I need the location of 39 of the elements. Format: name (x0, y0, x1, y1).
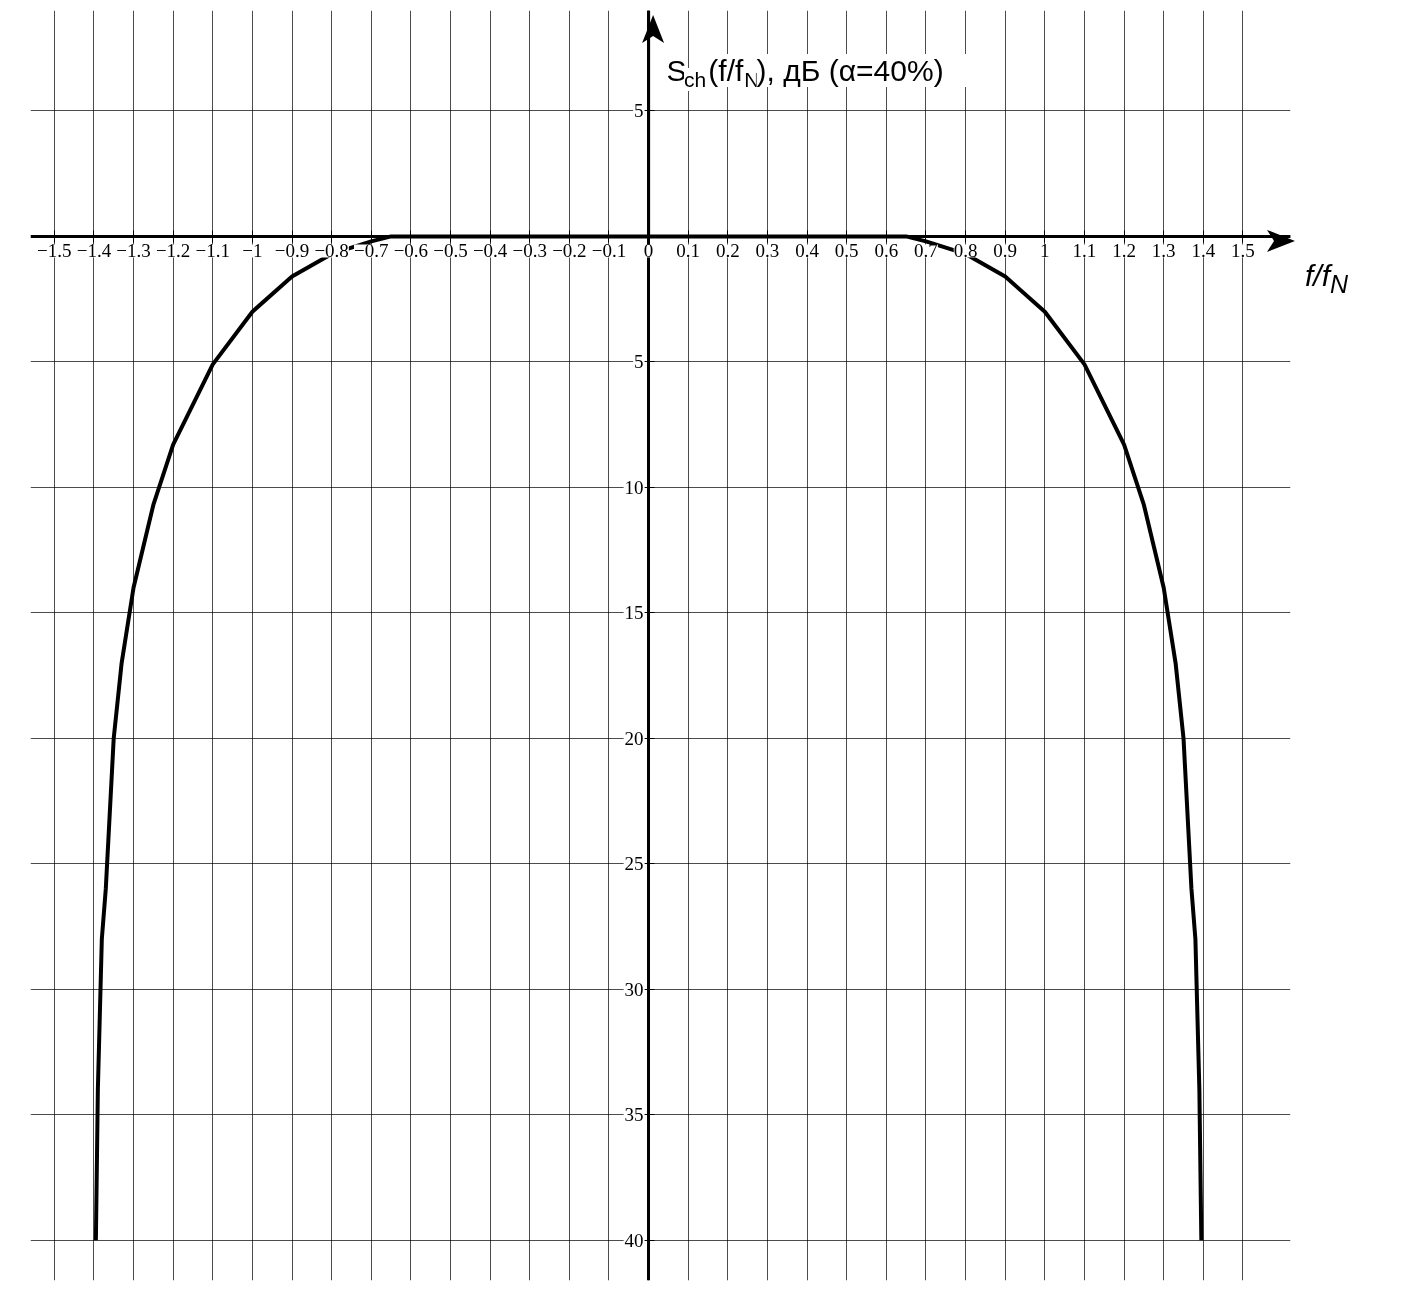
y-tick-label: 25 (624, 853, 644, 875)
x-tick-label: −1.2 (155, 240, 191, 262)
x-tick-label: 0.2 (715, 240, 740, 262)
x-tick-label: −1.3 (116, 240, 151, 262)
x-tick-label: −1.4 (76, 240, 112, 262)
y-tick-label: 5 (634, 351, 644, 373)
y-tick-label: 10 (624, 476, 644, 498)
x-tick-label: 0.6 (874, 240, 899, 262)
x-tick-label: −0.6 (393, 240, 429, 262)
x-tick-label: −1.1 (195, 240, 230, 262)
x-tick-label: 1.2 (1112, 240, 1136, 262)
x-tick-label: −0.5 (433, 240, 468, 262)
x-tick-label: 0.9 (993, 240, 1018, 262)
x-tick-label: 0 (643, 240, 654, 262)
x-tick-label: 1 (1040, 240, 1050, 262)
x-tick-label: 0.4 (795, 240, 820, 262)
x-tick-label: −1.5 (37, 240, 72, 262)
x-tick-label: 1.1 (1072, 240, 1097, 262)
x-tick-label: −1 (242, 240, 263, 262)
x-axis-title: f/f$_{N}$ (1305, 259, 1349, 298)
x-tick-label: 0.1 (676, 240, 701, 262)
x-tick-label: −0.1 (591, 240, 627, 262)
y-tick-label: 30 (624, 978, 644, 1000)
y-tick-label: 15 (624, 602, 644, 624)
x-tick-label: −0.2 (552, 240, 587, 262)
y-tick-label: 5 (634, 100, 644, 122)
x-tick-label: 1.4 (1191, 240, 1216, 262)
y-tick-label: 40 (624, 1229, 644, 1251)
x-tick-label: 1.5 (1231, 240, 1255, 262)
x-tick-label: 0.3 (755, 240, 780, 262)
x-tick-label: −0.9 (274, 240, 310, 262)
x-tick-label: −0.3 (512, 240, 547, 262)
y-tick-label: 35 (624, 1104, 644, 1126)
x-tick-label: 0.7 (914, 240, 938, 262)
y-tick-label: 20 (624, 727, 644, 749)
x-tick-label: −0.7 (354, 240, 389, 262)
x-tick-label: −0.4 (472, 240, 508, 262)
x-tick-label: 1.3 (1151, 240, 1176, 262)
x-tick-label: 0.5 (834, 240, 859, 262)
